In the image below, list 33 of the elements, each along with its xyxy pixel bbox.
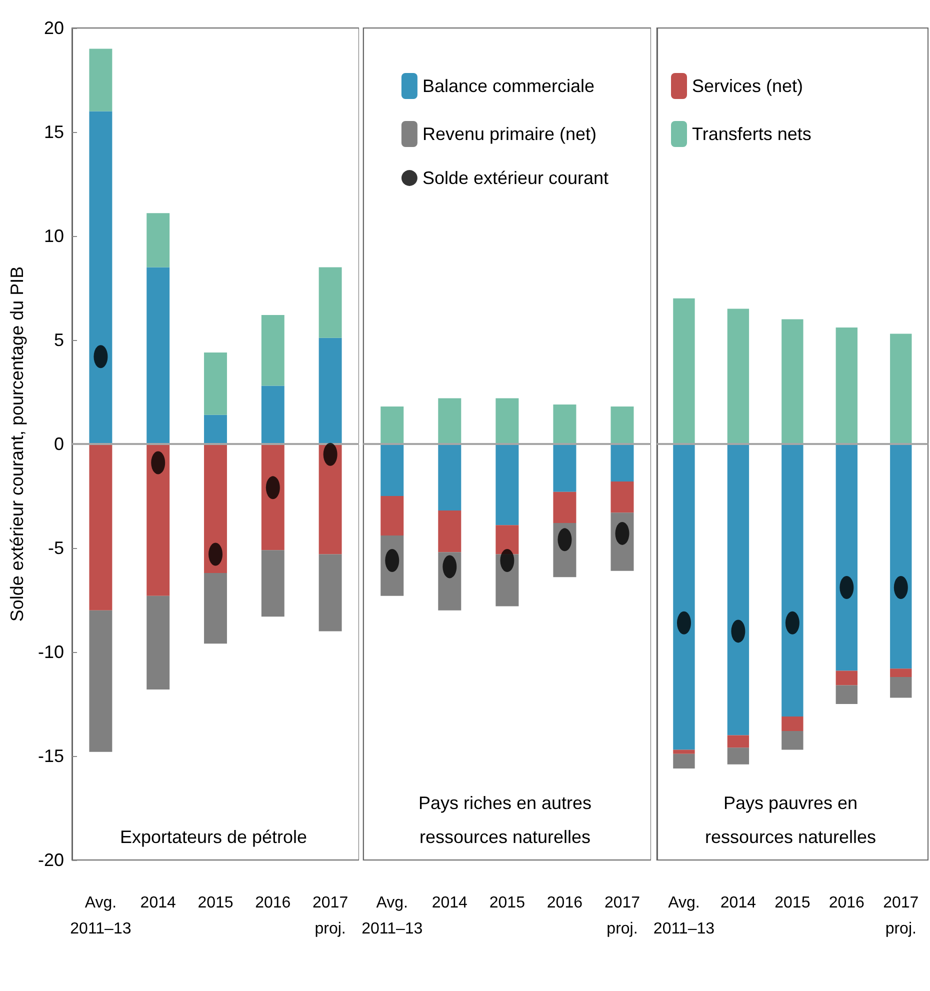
x-tick-label: Avg. 2011–13: [70, 894, 132, 938]
x-tick-label: Avg. 2011–13: [362, 894, 423, 938]
y-tick-label: 10: [44, 226, 64, 246]
legend-label: Balance commerciale: [422, 76, 595, 96]
annotation: Exportateurs de pétrole: [120, 827, 308, 847]
annotation: Pays riches en autres ressources naturelles: [418, 793, 592, 847]
x-tick-label: 2016: [546, 894, 583, 912]
x-tick-label: 2016: [255, 894, 291, 912]
y-tick-label: -15: [38, 746, 64, 766]
x-tick-label: 2017 proj.: [312, 894, 348, 938]
y-tick-label: -10: [38, 642, 64, 662]
legend-label: Transferts nets: [692, 124, 812, 144]
y-tick-label: -20: [38, 850, 64, 870]
x-tick-label: Avg. 2011–13: [653, 894, 715, 938]
y-tick-label: 20: [44, 18, 64, 38]
annotation: Pays pauvres en ressources naturelles: [704, 793, 876, 847]
x-tick-label: 2014: [720, 894, 756, 912]
y-tick-label: 5: [54, 330, 64, 350]
y-tick-label: -5: [48, 538, 64, 558]
x-tick-label: 2015: [489, 894, 526, 912]
legend-label: Revenu primaire (net): [422, 124, 597, 144]
x-tick-label: 2015: [198, 894, 234, 912]
y-tick-label: 15: [44, 122, 64, 142]
y-axis-title: Solde extérieur courant, pourcentage du PIB: [7, 266, 27, 622]
legend-label: Services (net): [692, 76, 804, 96]
x-tick-label: 2015: [774, 894, 810, 912]
y-tick-label: 0: [54, 434, 64, 454]
x-tick-label: 2014: [140, 894, 176, 912]
x-tick-label: 2017 proj.: [883, 894, 919, 938]
legend-label: Solde extérieur courant: [422, 168, 609, 188]
x-tick-label: 2014: [432, 894, 468, 912]
x-tick-label: 2017 proj.: [604, 894, 640, 938]
x-tick-label: 2016: [828, 894, 865, 912]
